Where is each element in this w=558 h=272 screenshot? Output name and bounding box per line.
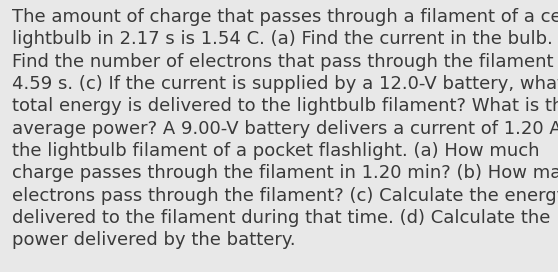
Text: delivered to the filament during that time. (d) Calculate the: delivered to the filament during that ti… [12,209,551,227]
Text: lightbulb in 2.17 s is 1.54 C. (a) Find the current in the bulb. (b): lightbulb in 2.17 s is 1.54 C. (a) Find … [12,30,558,48]
Text: the lightbulb filament of a pocket flashlight. (a) How much: the lightbulb filament of a pocket flash… [12,142,540,160]
Text: charge passes through the filament in 1.20 min? (b) How many: charge passes through the filament in 1.… [12,164,558,182]
Text: 4.59 s. (c) If the current is supplied by a 12.0-V battery, what: 4.59 s. (c) If the current is supplied b… [12,75,558,93]
Text: average power? A 9.00-V battery delivers a current of 1.20 A to: average power? A 9.00-V battery delivers… [12,120,558,138]
Text: Find the number of electrons that pass through the filament in: Find the number of electrons that pass t… [12,53,558,71]
Text: The amount of charge that passes through a filament of a certain: The amount of charge that passes through… [12,8,558,26]
Text: total energy is delivered to the lightbulb filament? What is the: total energy is delivered to the lightbu… [12,97,558,115]
Text: power delivered by the battery.: power delivered by the battery. [12,231,296,249]
Text: electrons pass through the filament? (c) Calculate the energy: electrons pass through the filament? (c)… [12,187,558,205]
